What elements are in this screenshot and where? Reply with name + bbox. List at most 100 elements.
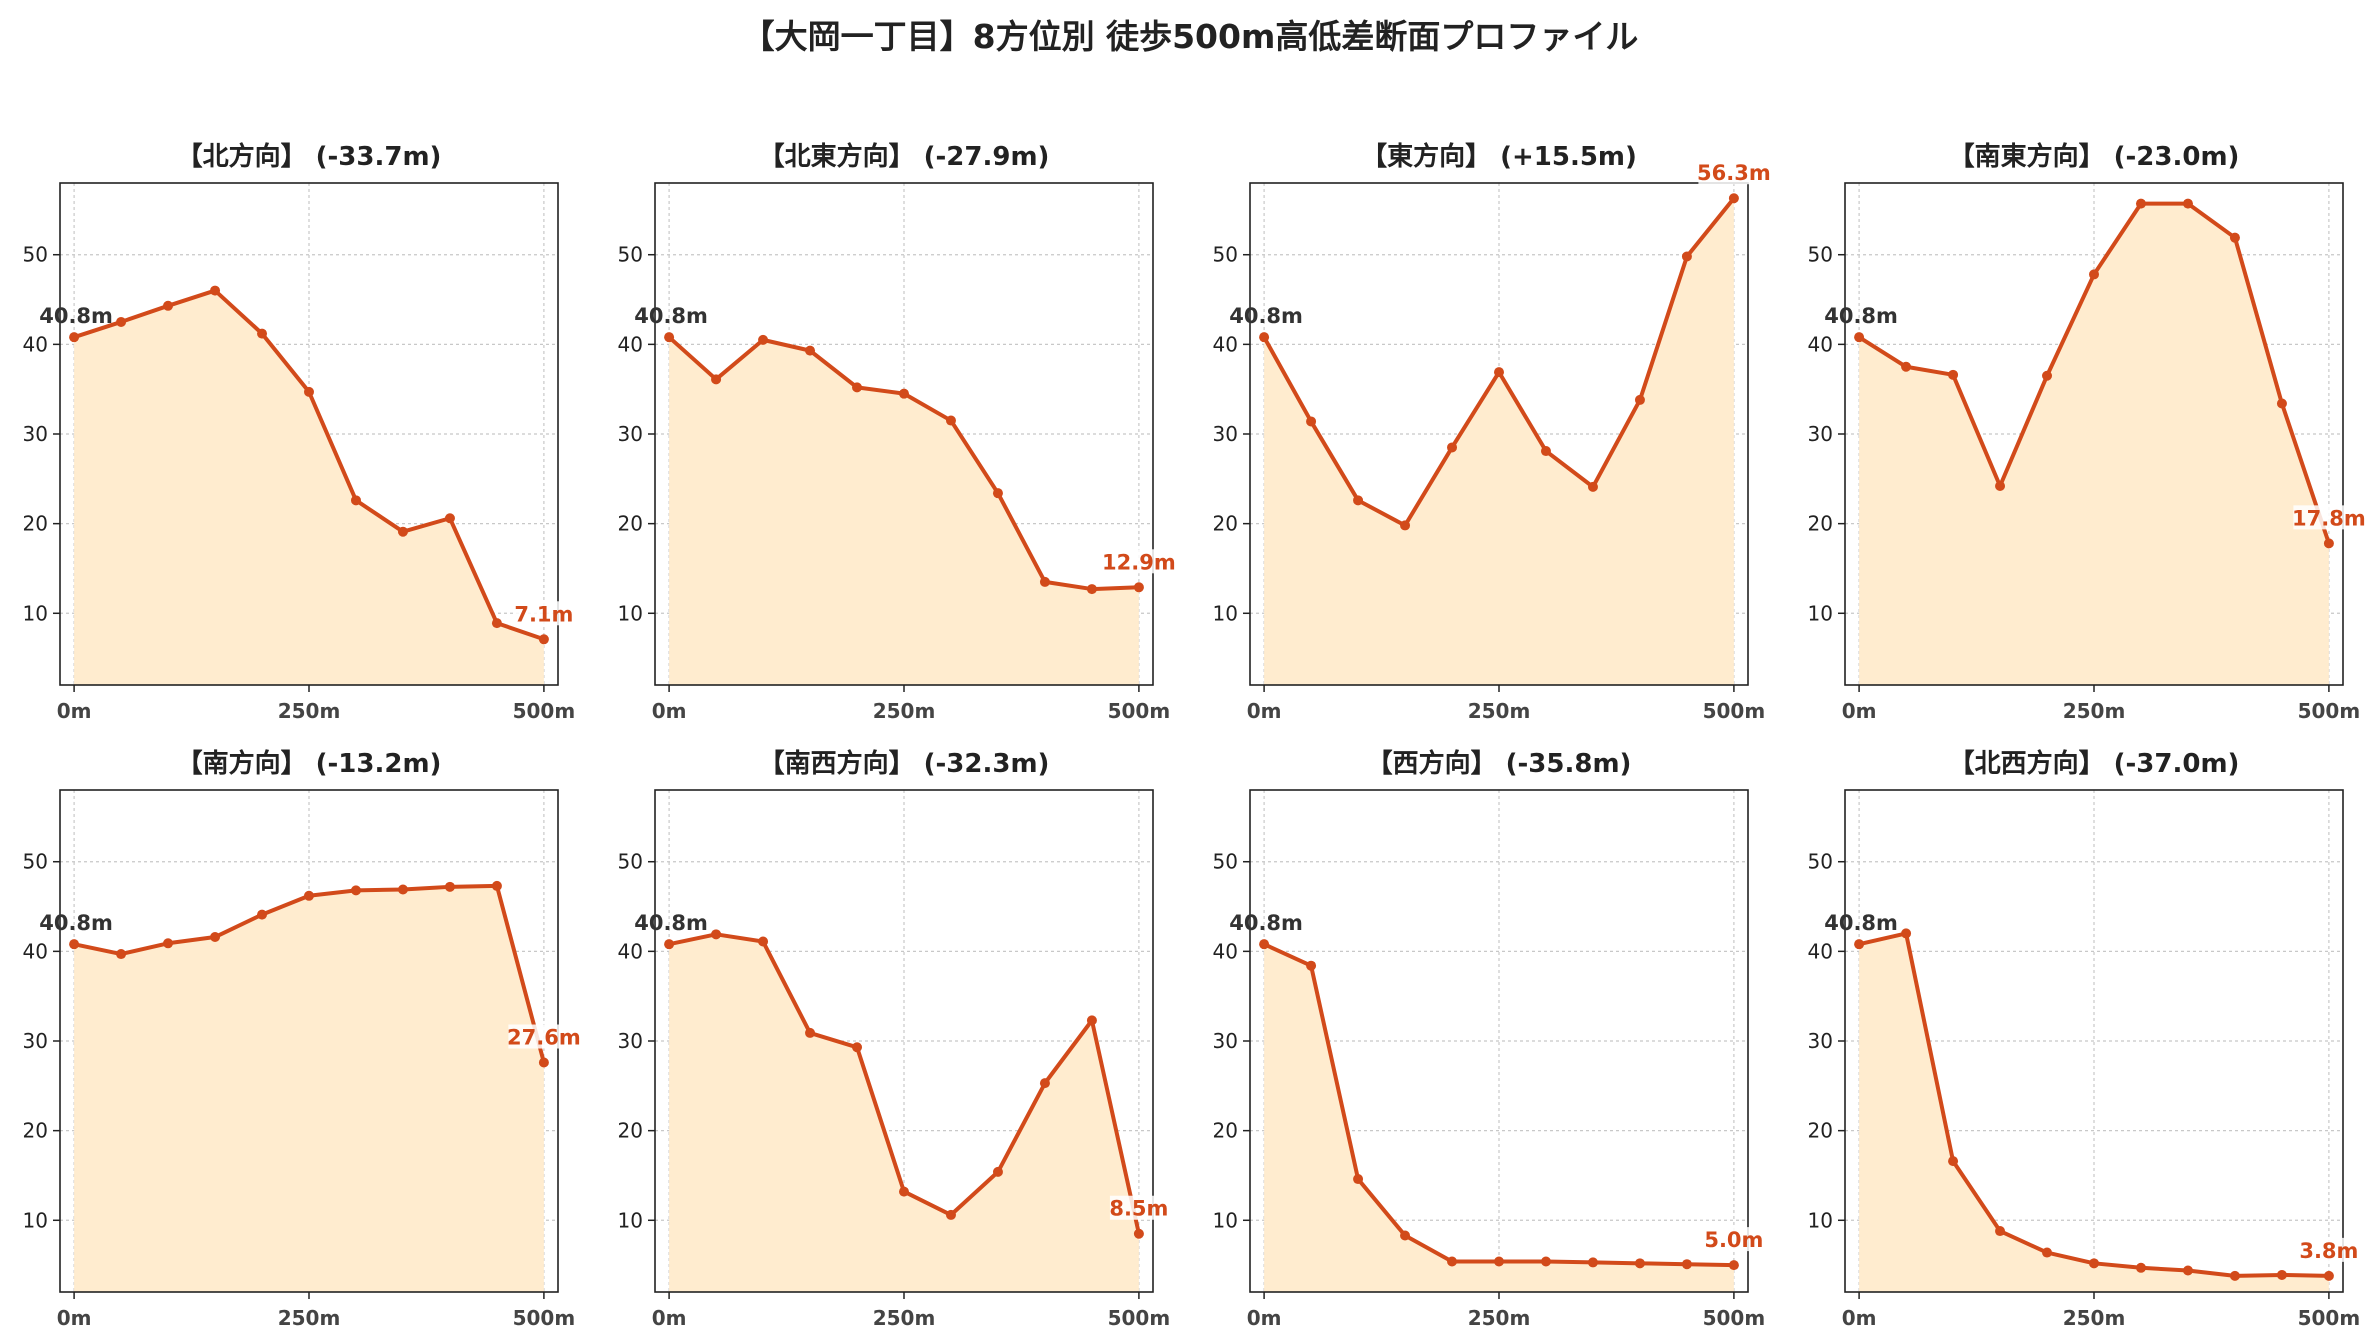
tick-label-y: 30 xyxy=(1808,1029,1833,1053)
area-fill xyxy=(669,337,1139,685)
data-point xyxy=(2135,1262,2146,1273)
data-point xyxy=(1854,939,1865,950)
tick-label-y: 50 xyxy=(1213,243,1238,267)
data-point xyxy=(69,939,80,950)
tick-label-x: 500m xyxy=(513,1306,576,1330)
main-title: 【大岡一丁目】8方位別 徒歩500m高低差断面プロファイル xyxy=(741,17,1639,56)
data-point xyxy=(2276,398,2287,409)
data-point xyxy=(397,526,408,537)
tick-label-x: 500m xyxy=(1108,1306,1171,1330)
tick-label-y: 40 xyxy=(1213,939,1238,963)
data-point xyxy=(491,880,502,891)
tick-label-x: 0m xyxy=(1842,699,1877,723)
tick-label-y: 50 xyxy=(618,243,643,267)
data-point xyxy=(2276,1269,2287,1280)
data-point xyxy=(1995,480,2006,491)
data-point xyxy=(2182,1265,2193,1276)
end-label: 12.9m xyxy=(1102,550,1176,574)
data-point xyxy=(1447,442,1458,453)
tick-label-x: 0m xyxy=(57,699,92,723)
start-label: 40.8m xyxy=(634,911,708,935)
area-fill xyxy=(669,934,1139,1292)
end-label-bg xyxy=(1704,1227,1763,1252)
tick-label-y: 50 xyxy=(618,850,643,874)
data-point xyxy=(758,334,769,345)
area-fill xyxy=(1859,933,2329,1292)
data-point xyxy=(899,1186,909,1197)
end-label-bg xyxy=(1109,1195,1168,1220)
end-label: 56.3m xyxy=(1697,161,1771,185)
area-fill xyxy=(1264,944,1734,1292)
panel-title: 【東方向】 (+15.5m) xyxy=(1361,141,1637,172)
data-point xyxy=(992,1166,1003,1177)
data-point xyxy=(1086,1015,1097,1026)
end-label-bg xyxy=(2299,1237,2358,1262)
data-point xyxy=(1587,481,1598,492)
panel-title: 【北西方向】 (-37.0m) xyxy=(1949,748,2240,779)
tick-label-y: 10 xyxy=(1808,601,1833,625)
data-point xyxy=(444,881,455,892)
tick-label-y: 50 xyxy=(1213,850,1238,874)
data-point xyxy=(2135,198,2146,209)
end-label: 5.0m xyxy=(1704,1228,1763,1252)
end-label: 17.8m xyxy=(2292,506,2366,530)
data-point xyxy=(1353,1174,1364,1185)
data-point xyxy=(1854,332,1865,343)
data-point xyxy=(1728,1260,1739,1271)
end-label: 7.1m xyxy=(514,602,573,626)
tick-label-y: 10 xyxy=(23,601,48,625)
data-point xyxy=(350,495,361,506)
data-point xyxy=(805,1027,816,1038)
data-point xyxy=(304,890,314,901)
tick-label-x: 250m xyxy=(873,699,936,723)
data-point xyxy=(1400,1230,1411,1241)
start-label: 40.8m xyxy=(1229,911,1303,935)
tick-label-y: 50 xyxy=(23,243,48,267)
tick-label-y: 10 xyxy=(618,1208,643,1232)
area-fill xyxy=(1264,198,1734,685)
panel-title: 【南方向】 (-13.2m) xyxy=(177,748,442,779)
data-point xyxy=(1306,416,1317,427)
data-point xyxy=(2323,1270,2334,1281)
data-point xyxy=(257,328,268,339)
data-point xyxy=(1681,1259,1692,1270)
panel-title: 【南西方向】 (-32.3m) xyxy=(759,748,1050,779)
tick-label-y: 30 xyxy=(1213,422,1238,446)
tick-label-x: 500m xyxy=(1703,1306,1766,1330)
data-point xyxy=(163,938,174,949)
data-point xyxy=(1901,361,1912,372)
panel-title: 【北方向】 (-33.7m) xyxy=(177,141,442,172)
tick-label-x: 0m xyxy=(652,1306,687,1330)
data-point xyxy=(210,285,221,296)
tick-label-x: 500m xyxy=(1703,699,1766,723)
tick-label-y: 50 xyxy=(1808,850,1833,874)
tick-label-y: 10 xyxy=(23,1208,48,1232)
data-point xyxy=(1400,520,1411,531)
data-point xyxy=(1901,928,1912,939)
end-label-bg xyxy=(2293,505,2365,530)
data-point xyxy=(2042,1247,2053,1258)
panel-title: 【北東方向】 (-27.9m) xyxy=(759,141,1050,172)
data-point xyxy=(2182,198,2193,209)
data-point xyxy=(1728,193,1739,204)
data-point xyxy=(1039,1078,1050,1089)
tick-label-y: 30 xyxy=(1213,1029,1238,1053)
end-label-bg xyxy=(1103,549,1175,574)
tick-label-y: 30 xyxy=(618,422,643,446)
tick-label-y: 20 xyxy=(618,512,643,536)
tick-label-x: 500m xyxy=(2298,1306,2361,1330)
tick-label-y: 30 xyxy=(1808,422,1833,446)
tick-label-y: 30 xyxy=(23,422,48,446)
tick-label-x: 250m xyxy=(278,699,341,723)
tick-label-x: 0m xyxy=(1247,699,1282,723)
data-point xyxy=(1353,495,1364,506)
tick-label-y: 10 xyxy=(1808,1208,1833,1232)
data-point xyxy=(1494,367,1504,378)
tick-label-y: 40 xyxy=(1213,332,1238,356)
data-point xyxy=(1306,960,1317,971)
data-point xyxy=(1039,576,1050,587)
